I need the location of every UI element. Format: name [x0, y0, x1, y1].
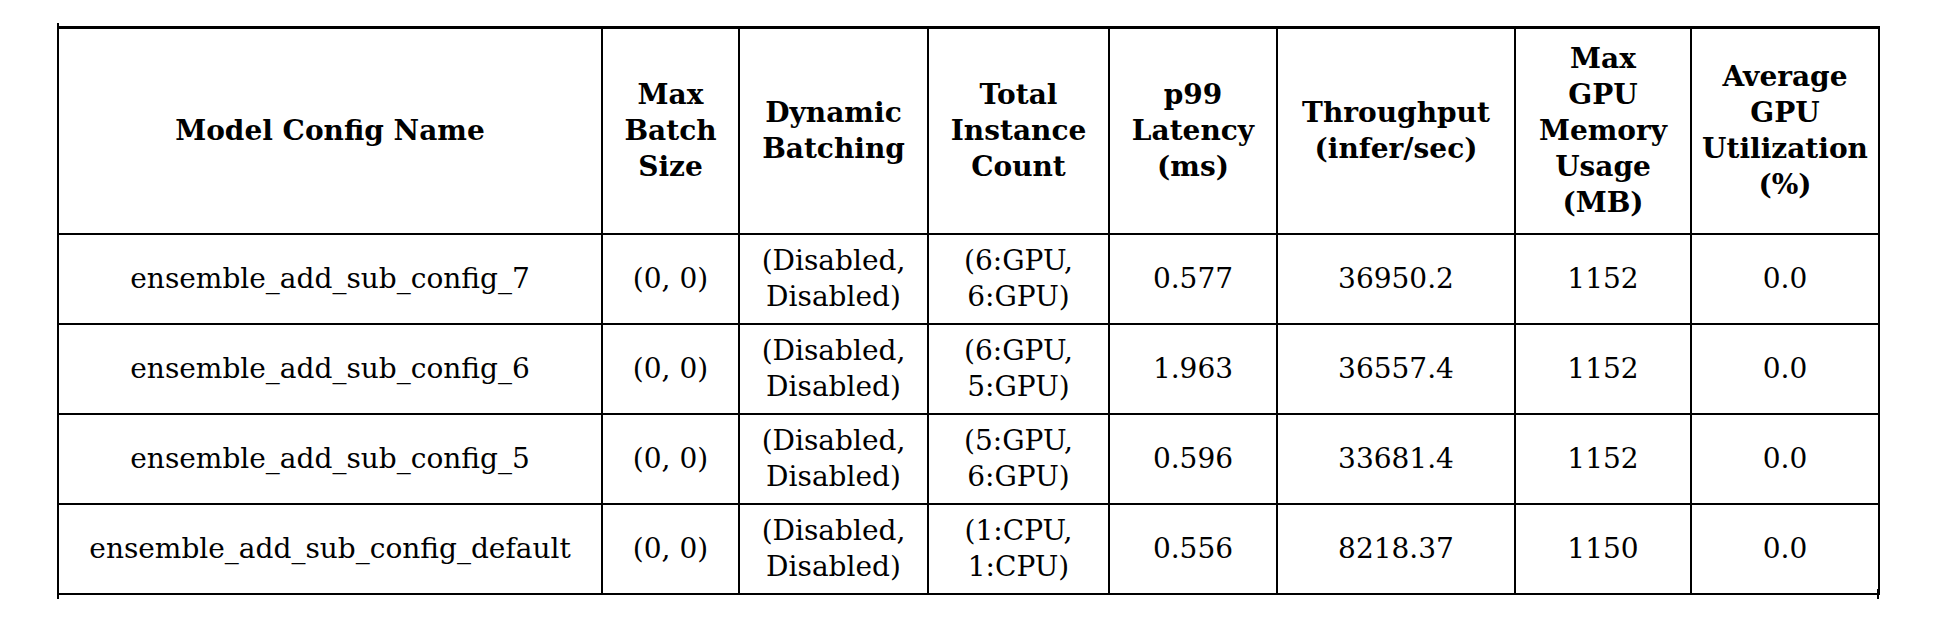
cell-r2-throughput: 33681.4 — [1277, 414, 1515, 504]
header-cell-max-gpu-memory: Max GPU Memory Usage (MB) — [1515, 28, 1691, 234]
cell-r2-avg-gpu-utilization: 0.0 — [1691, 414, 1879, 504]
header-cell-max-batch-size: Max Batch Size — [602, 28, 739, 234]
cell-r2-total-instance-count: (5:GPU, 6:GPU) — [928, 414, 1109, 504]
table-row: ensemble_add_sub_config_5 (0, 0) (Disabl… — [58, 414, 1879, 504]
header-cell-p99-latency: p99 Latency (ms) — [1109, 28, 1277, 234]
model-config-results-table: Model Config Name Max Batch Size Dynamic… — [57, 26, 1880, 595]
cell-r1-p99-latency: 1.963 — [1109, 324, 1277, 414]
cell-r1-avg-gpu-utilization: 0.0 — [1691, 324, 1879, 414]
cell-r2-dynamic-batching: (Disabled, Disabled) — [739, 414, 928, 504]
header-cell-dynamic-batching: Dynamic Batching — [739, 28, 928, 234]
cell-r3-dynamic-batching: (Disabled, Disabled) — [739, 504, 928, 594]
header-cell-model-config-name: Model Config Name — [58, 28, 602, 234]
cell-r1-model-config-name: ensemble_add_sub_config_6 — [58, 324, 602, 414]
border-artifact — [57, 589, 59, 599]
cell-r2-model-config-name: ensemble_add_sub_config_5 — [58, 414, 602, 504]
table-header-row: Model Config Name Max Batch Size Dynamic… — [58, 28, 1879, 234]
border-artifact — [57, 23, 59, 29]
cell-r0-dynamic-batching: (Disabled, Disabled) — [739, 234, 928, 324]
cell-r0-total-instance-count: (6:GPU, 6:GPU) — [928, 234, 1109, 324]
cell-r3-p99-latency: 0.556 — [1109, 504, 1277, 594]
header-cell-avg-gpu-utilization: Average GPU Utilization (%) — [1691, 28, 1879, 234]
cell-r1-max-batch-size: (0, 0) — [602, 324, 739, 414]
cell-r2-max-batch-size: (0, 0) — [602, 414, 739, 504]
table-row: ensemble_add_sub_config_6 (0, 0) (Disabl… — [58, 324, 1879, 414]
cell-r0-max-batch-size: (0, 0) — [602, 234, 739, 324]
cell-r1-max-gpu-memory: 1152 — [1515, 324, 1691, 414]
cell-r3-total-instance-count: (1:CPU, 1:CPU) — [928, 504, 1109, 594]
cell-r1-dynamic-batching: (Disabled, Disabled) — [739, 324, 928, 414]
cell-r3-max-batch-size: (0, 0) — [602, 504, 739, 594]
cell-r3-max-gpu-memory: 1150 — [1515, 504, 1691, 594]
cell-r0-throughput: 36950.2 — [1277, 234, 1515, 324]
cell-r0-max-gpu-memory: 1152 — [1515, 234, 1691, 324]
cell-r3-throughput: 8218.37 — [1277, 504, 1515, 594]
table-row: ensemble_add_sub_config_default (0, 0) (… — [58, 504, 1879, 594]
cell-r3-avg-gpu-utilization: 0.0 — [1691, 504, 1879, 594]
cell-r0-p99-latency: 0.577 — [1109, 234, 1277, 324]
cell-r0-avg-gpu-utilization: 0.0 — [1691, 234, 1879, 324]
cell-r2-max-gpu-memory: 1152 — [1515, 414, 1691, 504]
border-artifact — [1877, 589, 1879, 599]
table-row: ensemble_add_sub_config_7 (0, 0) (Disabl… — [58, 234, 1879, 324]
cell-r2-p99-latency: 0.596 — [1109, 414, 1277, 504]
cell-r1-total-instance-count: (6:GPU, 5:GPU) — [928, 324, 1109, 414]
cell-r1-throughput: 36557.4 — [1277, 324, 1515, 414]
cell-r3-model-config-name: ensemble_add_sub_config_default — [58, 504, 602, 594]
header-cell-throughput: Throughput (infer/sec) — [1277, 28, 1515, 234]
cell-r0-model-config-name: ensemble_add_sub_config_7 — [58, 234, 602, 324]
header-cell-total-instance-count: Total Instance Count — [928, 28, 1109, 234]
